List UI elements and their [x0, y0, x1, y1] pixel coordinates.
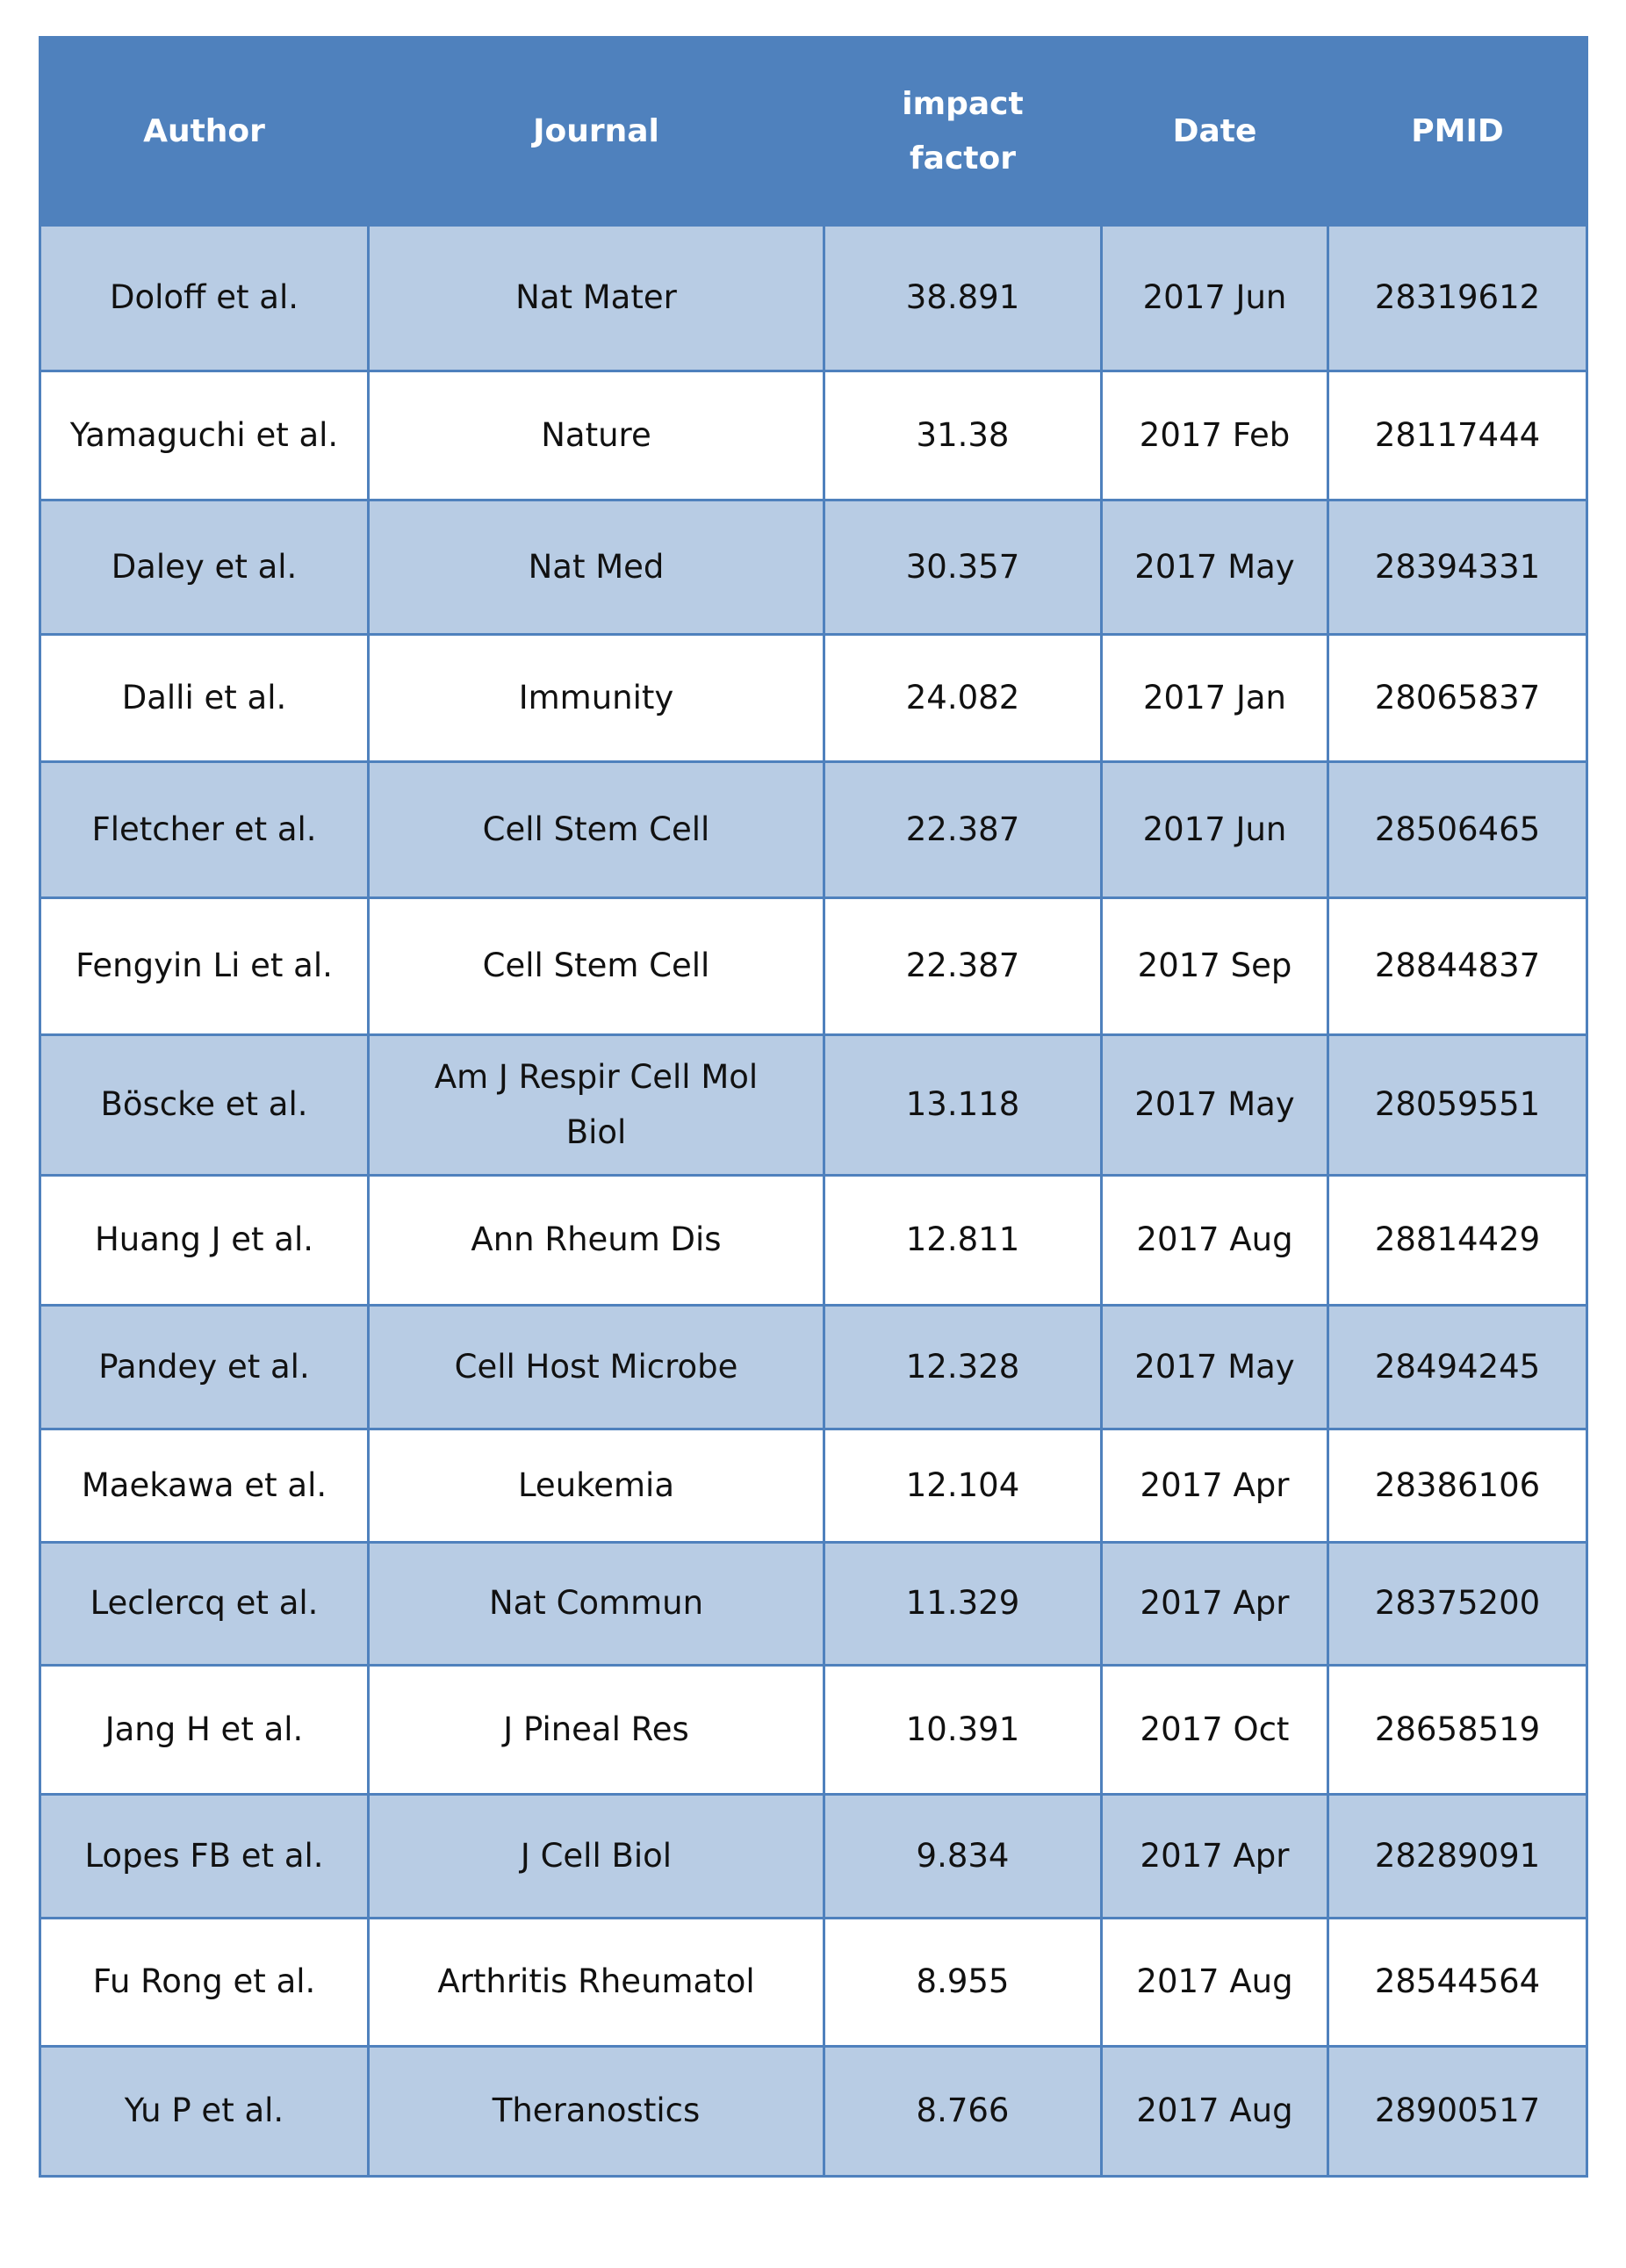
cell-impact-factor: 22.387	[823, 896, 1103, 1036]
cell-journal: Arthritis Rheumatol	[367, 1917, 825, 2048]
cell-pmid: 28289091	[1327, 1793, 1588, 1919]
cell-author: Pandey et al.	[39, 1304, 370, 1430]
table-row: Daley et al. Nat Med 30.357 2017 May 2839433…	[39, 499, 1588, 636]
cell-journal: Nature	[367, 370, 825, 501]
header-impact-factor: impact factor	[823, 36, 1103, 227]
cell-impact-factor: 12.104	[823, 1428, 1103, 1544]
table-row: Pandey et al. Cell Host Microbe 12.328 2017…	[39, 1304, 1588, 1430]
publications-table: Author Journal impact factor Date PMID D…	[39, 36, 1588, 2178]
cell-pmid: 28065837	[1327, 633, 1588, 763]
table-row: Fu Rong et al. Arthritis Rheumatol 8.955 20…	[39, 1917, 1588, 2048]
table-row: Dalli et al. Immunity 24.082 2017 Jan 280658…	[39, 633, 1588, 763]
cell-journal: Nat Commun	[367, 1541, 825, 1667]
table-row: Yu P et al. Theranostics 8.766 2017 Aug 2890…	[39, 2045, 1588, 2178]
cell-impact-factor: 22.387	[823, 760, 1103, 899]
cell-journal: Immunity	[367, 633, 825, 763]
cell-impact-factor: 13.118	[823, 1033, 1103, 1177]
cell-impact-factor: 11.329	[823, 1541, 1103, 1667]
table-row: Lopes FB et al. J Cell Biol 9.834 2017 Apr 2…	[39, 1793, 1588, 1919]
cell-author: Leclercq et al.	[39, 1541, 370, 1667]
cell-date: 2017 Aug	[1100, 2045, 1329, 2178]
cell-date: 2017 Jun	[1100, 224, 1329, 372]
cell-pmid: 28375200	[1327, 1541, 1588, 1667]
cell-date: 2017 Apr	[1100, 1428, 1329, 1544]
cell-date: 2017 Apr	[1100, 1793, 1329, 1919]
cell-pmid: 28386106	[1327, 1428, 1588, 1544]
cell-journal: Cell Stem Cell	[367, 896, 825, 1036]
cell-impact-factor: 31.38	[823, 370, 1103, 501]
cell-journal: Leukemia	[367, 1428, 825, 1544]
cell-impact-factor: 38.891	[823, 224, 1103, 372]
cell-date: 2017 May	[1100, 1033, 1329, 1177]
cell-date: 2017 Jun	[1100, 760, 1329, 899]
table-row: Doloff et al. Nat Mater 38.891 2017 Jun 2831…	[39, 224, 1588, 372]
cell-impact-factor: 8.766	[823, 2045, 1103, 2178]
cell-author: Yamaguchi et al.	[39, 370, 370, 501]
cell-journal: J Cell Biol	[367, 1793, 825, 1919]
cell-date: 2017 Apr	[1100, 1541, 1329, 1667]
cell-pmid: 28844837	[1327, 896, 1588, 1036]
cell-pmid: 28394331	[1327, 499, 1588, 636]
cell-pmid: 28117444	[1327, 370, 1588, 501]
cell-author: Fletcher et al.	[39, 760, 370, 899]
header-author: Author	[39, 36, 370, 227]
cell-author: Yu P et al.	[39, 2045, 370, 2178]
cell-date: 2017 Feb	[1100, 370, 1329, 501]
cell-author: Jang H et al.	[39, 1664, 370, 1796]
cell-author: Fu Rong et al.	[39, 1917, 370, 2048]
header-pmid: PMID	[1327, 36, 1588, 227]
cell-date: 2017 Sep	[1100, 896, 1329, 1036]
cell-pmid: 28658519	[1327, 1664, 1588, 1796]
cell-journal: Cell Host Microbe	[367, 1304, 825, 1430]
cell-pmid: 28544564	[1327, 1917, 1588, 2048]
cell-impact-factor: 24.082	[823, 633, 1103, 763]
cell-pmid: 28059551	[1327, 1033, 1588, 1177]
cell-journal: Am J Respir Cell Mol Biol	[367, 1033, 825, 1177]
cell-journal: Nat Med	[367, 499, 825, 636]
cell-date: 2017 Jan	[1100, 633, 1329, 763]
header-journal: Journal	[367, 36, 825, 227]
table-row: Fletcher et al. Cell Stem Cell 22.387 2017 …	[39, 760, 1588, 899]
cell-journal: Ann Rheum Dis	[367, 1174, 825, 1307]
table-row: Böscke et al. Am J Respir Cell Mol Biol 13…	[39, 1033, 1588, 1177]
cell-journal: Nat Mater	[367, 224, 825, 372]
table-row: Fengyin Li et al. Cell Stem Cell 22.387 201…	[39, 896, 1588, 1036]
cell-author: Daley et al.	[39, 499, 370, 636]
cell-impact-factor: 9.834	[823, 1793, 1103, 1919]
cell-date: 2017 May	[1100, 499, 1329, 636]
cell-date: 2017 May	[1100, 1304, 1329, 1430]
cell-pmid: 28814429	[1327, 1174, 1588, 1307]
cell-date: 2017 Oct	[1100, 1664, 1329, 1796]
header-row: Author Journal impact factor Date PMID	[39, 36, 1588, 227]
cell-author: Fengyin Li et al.	[39, 896, 370, 1036]
cell-author: Lopes FB et al.	[39, 1793, 370, 1919]
cell-journal: Theranostics	[367, 2045, 825, 2178]
cell-impact-factor: 8.955	[823, 1917, 1103, 2048]
cell-impact-factor: 30.357	[823, 499, 1103, 636]
cell-journal: Cell Stem Cell	[367, 760, 825, 899]
cell-journal: J Pineal Res	[367, 1664, 825, 1796]
cell-pmid: 28319612	[1327, 224, 1588, 372]
cell-impact-factor: 12.811	[823, 1174, 1103, 1307]
cell-impact-factor: 10.391	[823, 1664, 1103, 1796]
cell-author: Böscke et al.	[39, 1033, 370, 1177]
cell-date: 2017 Aug	[1100, 1174, 1329, 1307]
table-row: Yamaguchi et al. Nature 31.38 2017 Feb 28117…	[39, 370, 1588, 501]
cell-author: Doloff et al.	[39, 224, 370, 372]
cell-pmid: 28506465	[1327, 760, 1588, 899]
header-date: Date	[1100, 36, 1329, 227]
cell-impact-factor: 12.328	[823, 1304, 1103, 1430]
table-row: Leclercq et al. Nat Commun 11.329 2017 Apr 2…	[39, 1541, 1588, 1667]
table-row: Maekawa et al. Leukemia 12.104 2017 Apr 2838…	[39, 1428, 1588, 1544]
cell-author: Dalli et al.	[39, 633, 370, 763]
cell-pmid: 28900517	[1327, 2045, 1588, 2178]
table-row: Jang H et al. J Pineal Res 10.391 2017 Oct 2…	[39, 1664, 1588, 1796]
cell-pmid: 28494245	[1327, 1304, 1588, 1430]
cell-date: 2017 Aug	[1100, 1917, 1329, 2048]
cell-author: Maekawa et al.	[39, 1428, 370, 1544]
table-row: Huang J et al. Ann Rheum Dis 12.811 2017 Au…	[39, 1174, 1588, 1307]
cell-author: Huang J et al.	[39, 1174, 370, 1307]
